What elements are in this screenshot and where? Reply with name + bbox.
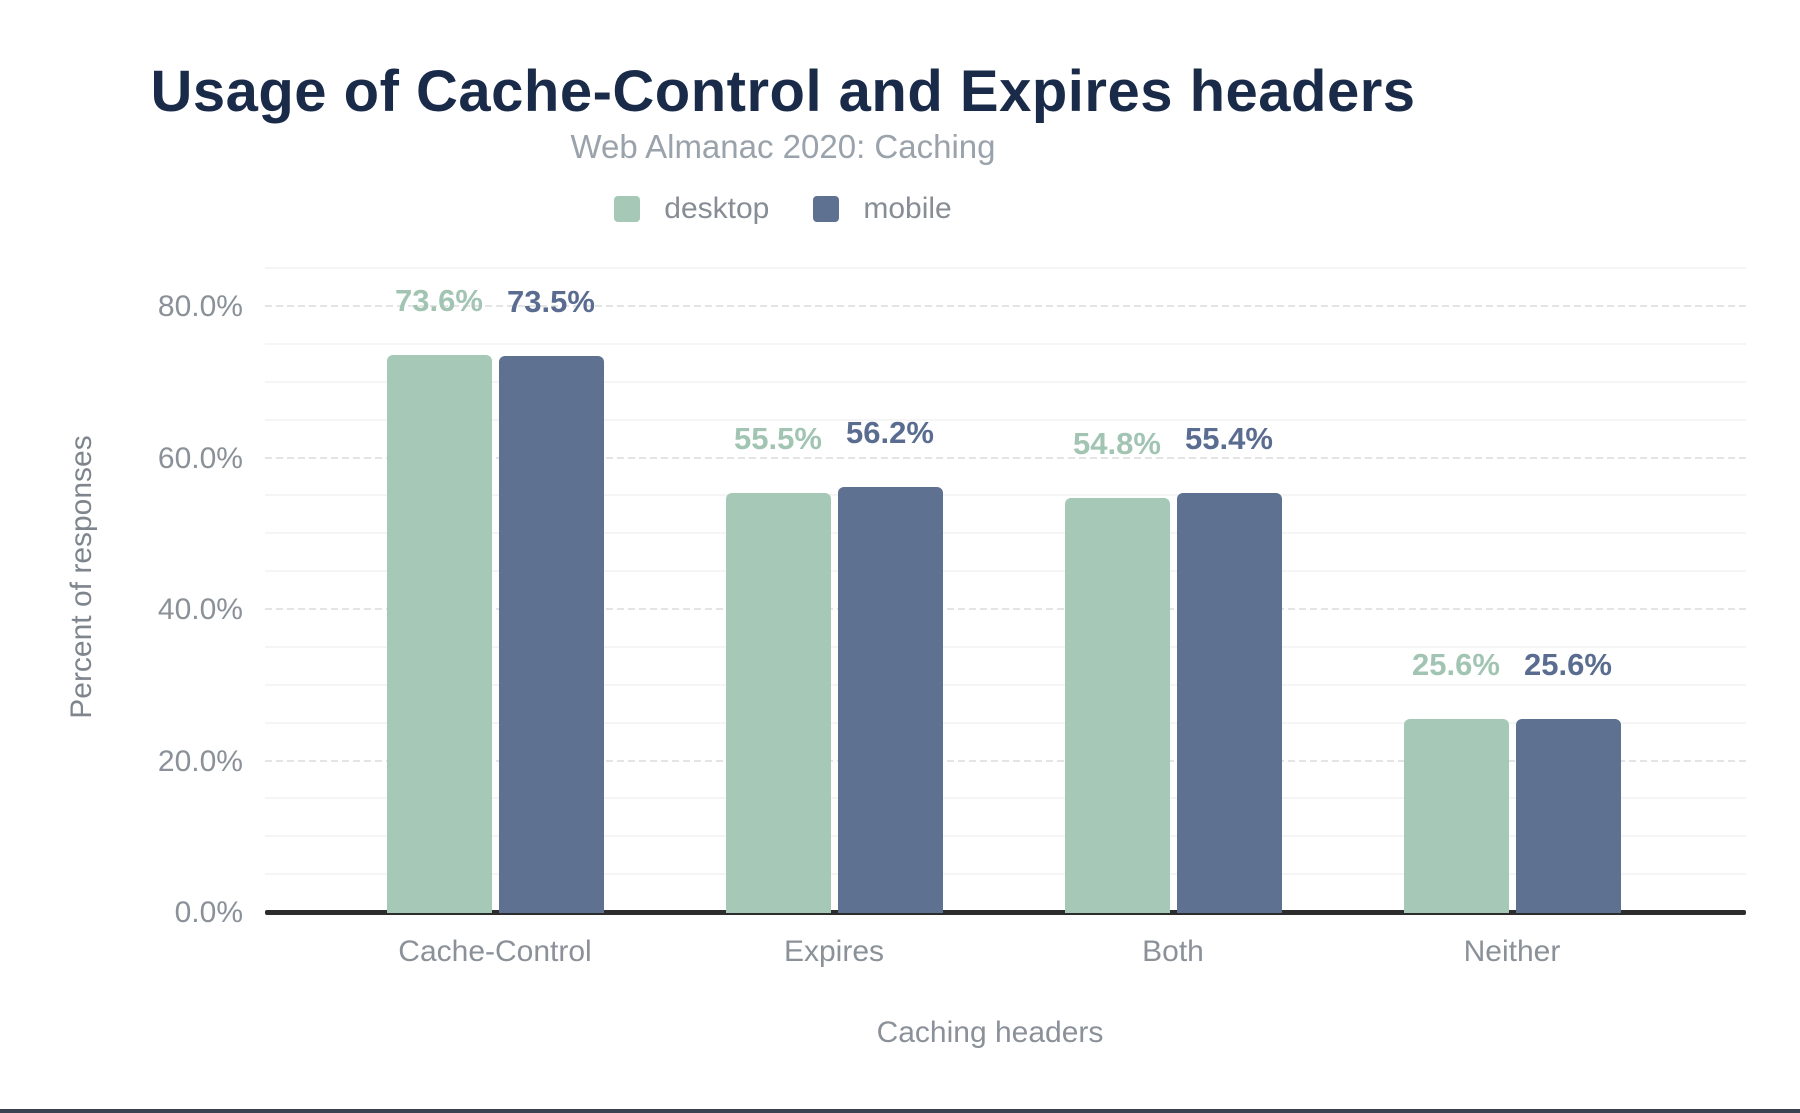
minor-gridline bbox=[265, 342, 1746, 345]
bar-desktop-both[interactable] bbox=[1064, 497, 1170, 913]
minor-gridline bbox=[265, 380, 1746, 383]
x-tick-label-both: Both bbox=[1142, 935, 1204, 968]
bar-mobile-neither[interactable] bbox=[1515, 719, 1621, 913]
major-gridline bbox=[265, 608, 1746, 610]
minor-gridline bbox=[265, 494, 1746, 497]
value-label-mobile-both: 55.4% bbox=[1185, 421, 1273, 457]
minor-gridline bbox=[265, 418, 1746, 421]
minor-gridline bbox=[265, 721, 1746, 724]
minor-gridline bbox=[265, 532, 1746, 535]
major-gridline bbox=[265, 305, 1746, 307]
value-label-mobile-neither: 25.6% bbox=[1524, 647, 1612, 683]
bar-mobile-both[interactable] bbox=[1176, 493, 1282, 913]
legend-item-mobile[interactable]: mobile bbox=[813, 191, 952, 226]
bar-mobile-expires[interactable] bbox=[837, 487, 943, 913]
x-axis-baseline bbox=[265, 910, 1746, 915]
minor-gridline bbox=[265, 267, 1746, 270]
major-gridline bbox=[265, 456, 1746, 459]
chart-subtitle: Web Almanac 2020: Caching bbox=[570, 127, 996, 165]
chart-header: Usage of Cache-Control and Expires heade… bbox=[0, 0, 1566, 226]
x-tick-label-expires: Expires bbox=[783, 935, 885, 968]
minor-gridline bbox=[265, 873, 1746, 876]
chart-title: Usage of Cache-Control and Expires heade… bbox=[150, 59, 1416, 124]
legend-swatch-desktop-icon bbox=[614, 195, 641, 222]
value-label-mobile-expires: 56.2% bbox=[846, 415, 934, 451]
legend: desktop mobile bbox=[0, 192, 1566, 226]
y-tick-label: 40.0% bbox=[157, 593, 243, 626]
y-tick-label: 0.0% bbox=[174, 896, 243, 929]
y-tick-label: 20.0% bbox=[157, 744, 243, 778]
minor-gridline bbox=[265, 835, 1746, 838]
value-label-desktop-cache-control: 73.6% bbox=[395, 283, 483, 319]
minor-gridline bbox=[265, 570, 1746, 573]
value-label-desktop-expires: 55.5% bbox=[734, 420, 822, 456]
x-tick-label-neither: Neither bbox=[1463, 935, 1561, 968]
bar-desktop-neither[interactable] bbox=[1403, 719, 1509, 913]
major-gridline bbox=[265, 759, 1746, 762]
legend-item-desktop[interactable]: desktop bbox=[614, 192, 769, 226]
x-tick-label-cache-control: Cache-Control bbox=[398, 935, 592, 968]
y-axis-title: Percent of responses bbox=[65, 435, 98, 719]
minor-gridline bbox=[265, 797, 1746, 800]
plot-area: 0.0% 20.0% 40.0% 60.0% 80.0% 73.6% 73.5% Cache-… bbox=[158, 240, 1746, 968]
value-label-mobile-cache-control: 73.5% bbox=[507, 284, 595, 320]
y-tick-label: 60.0% bbox=[157, 441, 243, 475]
bottom-border bbox=[0, 1109, 1800, 1113]
bar-desktop-cache-control[interactable] bbox=[386, 355, 492, 913]
minor-gridline bbox=[265, 645, 1746, 648]
value-label-desktop-both: 54.8% bbox=[1073, 425, 1161, 461]
legend-label-mobile: mobile bbox=[863, 191, 952, 225]
bar-desktop-expires[interactable] bbox=[725, 492, 831, 913]
value-label-desktop-neither: 25.6% bbox=[1412, 647, 1500, 683]
x-axis-title: Caching headers bbox=[876, 1016, 1104, 1049]
bar-mobile-cache-control[interactable] bbox=[498, 356, 604, 913]
minor-gridline bbox=[265, 683, 1746, 686]
y-tick-label: 80.0% bbox=[157, 290, 243, 323]
legend-label-desktop: desktop bbox=[664, 191, 770, 225]
legend-swatch-mobile-icon bbox=[813, 195, 840, 222]
